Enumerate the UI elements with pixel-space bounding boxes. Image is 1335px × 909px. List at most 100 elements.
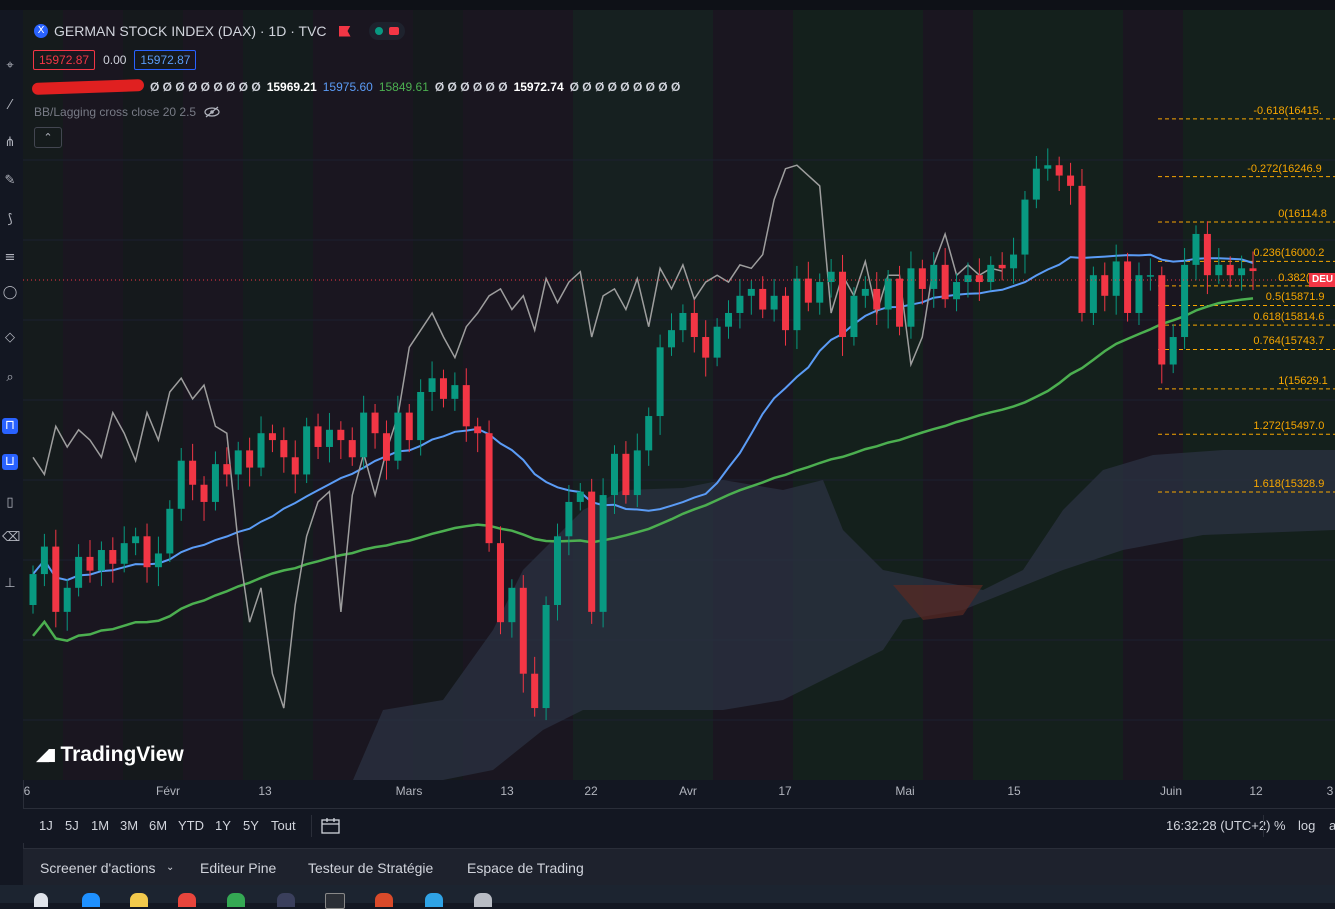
candle-body [884, 278, 892, 310]
candle-body [1158, 275, 1166, 365]
fib-level-label: 0.618(15814.6 [1253, 311, 1325, 324]
symbol-title[interactable]: GERMAN STOCK INDEX (DAX) · 1D · TVC [54, 23, 327, 39]
flag-icon[interactable] [338, 25, 351, 37]
circle-icon[interactable]: ◯ [2, 285, 18, 300]
range-ytd[interactable]: YTD [178, 818, 204, 833]
trash-icon[interactable]: ⌫ [2, 530, 21, 545]
app-icon[interactable] [227, 893, 245, 907]
candle-body [314, 426, 322, 447]
brush-icon[interactable]: ✎ [4, 173, 16, 188]
app-icon[interactable] [474, 893, 492, 907]
candle-body [303, 426, 311, 475]
tradingview-task-icon[interactable] [325, 893, 345, 909]
time-axis-label: 6 [23, 784, 31, 798]
range-6m[interactable]: 6M [149, 818, 168, 833]
bid-button[interactable]: 15972.87 [33, 50, 96, 70]
candle-body [930, 264, 938, 289]
clock[interactable]: 16:32:28 (UTC+2) [1166, 818, 1271, 833]
candle-body [40, 546, 48, 575]
range-3m[interactable]: 3M [120, 818, 139, 833]
candle-body [725, 312, 733, 327]
candle-body [508, 587, 516, 623]
indicator-placeholders-2: Ø Ø Ø Ø Ø Ø [434, 80, 508, 94]
eye-icon[interactable]: ▯ [6, 495, 14, 510]
percent-scale-button[interactable]: % [1274, 818, 1286, 833]
app-icon[interactable] [375, 893, 393, 907]
candle-body [1089, 275, 1097, 313]
bb-indicator-label[interactable]: BB/Lagging cross close 20 2.5 [34, 105, 197, 119]
chrome-icon[interactable] [178, 893, 196, 907]
bb-indicator-row: BB/Lagging cross close 20 2.5 [34, 105, 220, 119]
ask-button[interactable]: 15972.87 [134, 50, 197, 70]
auto-scale-button[interactable]: a [1329, 818, 1335, 833]
fib-icon[interactable]: ≡ [4, 250, 16, 265]
session-band [973, 10, 1123, 780]
candle-body [702, 337, 710, 358]
eraser-icon[interactable]: ◇ [5, 330, 15, 345]
indicator-placeholders-3: Ø Ø Ø Ø Ø Ø Ø Ø Ø [569, 80, 681, 94]
tab-pine-editor[interactable]: Editeur Pine [200, 860, 277, 876]
lock-icon[interactable]: ⊔ [2, 454, 18, 470]
range-5d[interactable]: 5J [65, 818, 79, 833]
candle-body [462, 385, 470, 427]
candle-body [645, 416, 653, 451]
candle-body [417, 391, 425, 441]
candle-body [610, 453, 618, 496]
search-icon[interactable] [34, 893, 48, 907]
status-pill[interactable] [368, 22, 405, 40]
goto-date-icon[interactable] [320, 816, 342, 836]
range-1m[interactable]: 1M [91, 818, 110, 833]
explorer-icon[interactable] [130, 893, 148, 907]
divider [1263, 815, 1264, 837]
candle-body [531, 673, 539, 709]
crosshair-icon[interactable]: ⌖ [6, 58, 14, 73]
candle-body [690, 312, 698, 338]
candle-body [679, 312, 687, 331]
time-axis-label: Mai [895, 784, 915, 798]
log-scale-button[interactable]: log [1298, 818, 1316, 833]
range-all[interactable]: Tout [271, 818, 296, 833]
app-icon[interactable] [277, 893, 295, 907]
candle-body [337, 429, 345, 441]
zoom-icon[interactable]: ⌕ [6, 370, 14, 385]
tradingview-mark-icon: ◢▮ [36, 745, 56, 765]
pin-icon[interactable]: ⊥ [4, 576, 16, 591]
tab-strategy-tester[interactable]: Testeur de Stratégie [308, 860, 434, 876]
range-1d[interactable]: 1J [39, 818, 53, 833]
hidden-eye-icon[interactable] [204, 106, 220, 118]
candle-body [268, 433, 276, 441]
tab-trading-panel[interactable]: Espace de Trading [467, 860, 584, 876]
magnet-icon[interactable]: ⊓ [2, 418, 18, 434]
fib-level-label: 0(16114.8 [1278, 208, 1327, 220]
candle-body [907, 268, 915, 327]
range-1y[interactable]: 1Y [215, 818, 231, 833]
indicator-values-row: Ø Ø Ø Ø Ø Ø Ø Ø Ø 15969.21 15975.60 1584… [31, 79, 681, 95]
tradingview-logo: ◢▮ TradingView [36, 743, 184, 767]
candle-body [782, 295, 790, 331]
candle-body [189, 460, 197, 485]
quote-row: 15972.87 0.00 15972.87 [33, 50, 197, 70]
redacted-indicator-name [31, 79, 145, 95]
pitchfork-icon[interactable]: ⋔ [4, 135, 16, 150]
tab-stock-screener[interactable]: Screener d'actions [40, 860, 156, 876]
session-band [123, 10, 183, 780]
collapse-legend-button[interactable]: ⌃ [34, 127, 62, 148]
candle-body [633, 450, 641, 496]
trendline-icon[interactable]: ⁄ [8, 98, 12, 113]
fib-level-label: 0.5(15871.9 [1265, 291, 1325, 304]
candle-body [371, 412, 379, 434]
chevron-down-icon[interactable]: ⌄ [166, 862, 175, 873]
candle-body [120, 543, 128, 564]
candle-body [325, 429, 333, 447]
path-icon[interactable]: ⟆ [7, 212, 13, 227]
edge-icon[interactable] [82, 893, 100, 907]
candle-body [1181, 264, 1189, 338]
candle-body [1044, 165, 1052, 169]
indicator-placeholders-1: Ø Ø Ø Ø Ø Ø Ø Ø Ø [150, 80, 261, 94]
os-taskbar [0, 885, 1335, 909]
session-band [1123, 10, 1183, 780]
telegram-icon[interactable] [425, 893, 443, 907]
range-5y[interactable]: 5Y [243, 818, 259, 833]
session-band [243, 10, 313, 780]
price-chart[interactable] [23, 10, 1335, 790]
